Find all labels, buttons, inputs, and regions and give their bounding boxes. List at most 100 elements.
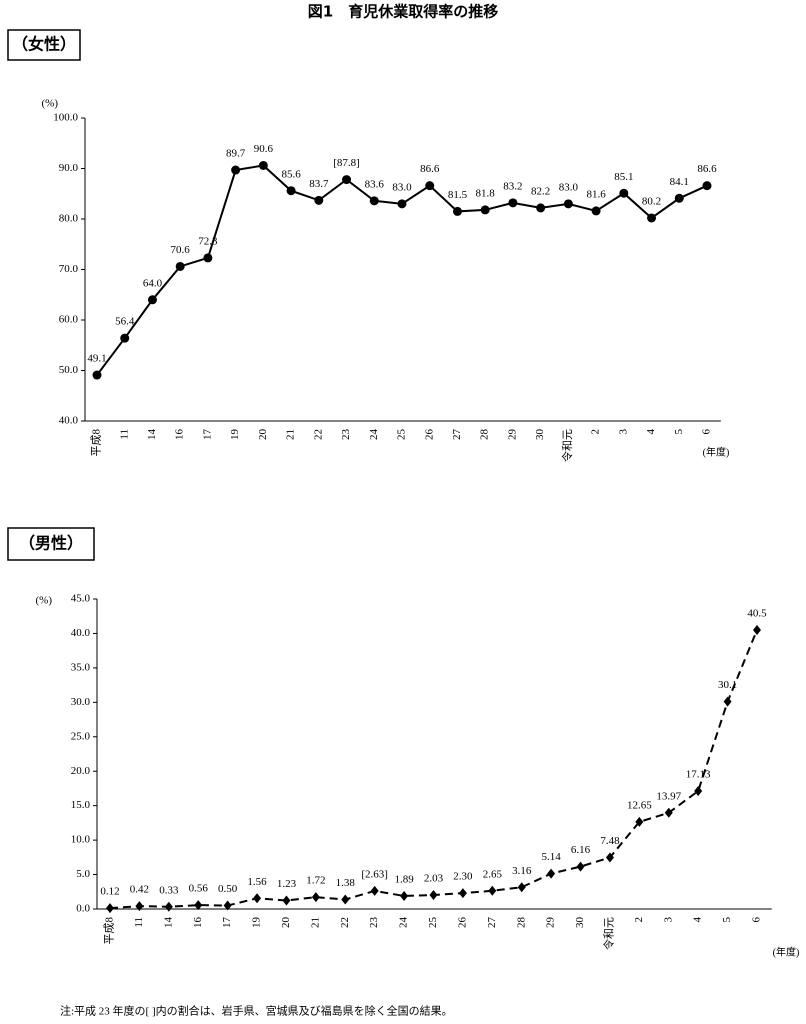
x-tick-label: 25 xyxy=(396,429,408,441)
x-tick-label: 27 xyxy=(486,917,498,929)
marker xyxy=(311,892,320,903)
x-tick-label: 28 xyxy=(479,429,491,441)
x-tick-label: 5 xyxy=(721,917,733,923)
marker xyxy=(369,196,379,206)
x-tick-label: 平成8 xyxy=(90,429,103,457)
value-label: 70.6 xyxy=(171,244,191,256)
marker xyxy=(619,188,629,198)
value-label: 82.2 xyxy=(531,185,550,197)
marker xyxy=(674,193,684,203)
marker xyxy=(694,785,703,796)
marker xyxy=(342,175,352,185)
x-tick-label: 23 xyxy=(368,917,380,929)
marker xyxy=(576,861,585,872)
marker xyxy=(605,852,614,863)
y-tick-label: 80.0 xyxy=(59,213,79,225)
x-tick-label: 27 xyxy=(451,429,463,441)
section-title: （女性） xyxy=(12,35,76,54)
value-label: 84.1 xyxy=(670,176,689,188)
x-tick-label: 11 xyxy=(133,917,145,928)
figure-title: 図1 育児休業取得率の推移 xyxy=(308,3,498,21)
x-tick-label: 21 xyxy=(285,429,297,440)
marker xyxy=(591,206,601,216)
x-axis-label: (年度) xyxy=(703,445,730,458)
y-tick-label: 70.0 xyxy=(59,263,79,275)
marker xyxy=(203,253,213,263)
value-label: 56.4 xyxy=(115,316,135,328)
value-label: 81.6 xyxy=(586,188,606,200)
value-label: 86.6 xyxy=(420,163,440,175)
x-tick-label: 2 xyxy=(633,917,645,923)
value-label: 5.14 xyxy=(542,851,562,863)
value-label: 1.23 xyxy=(277,878,297,890)
y-tick-label: 10.0 xyxy=(71,834,91,846)
marker xyxy=(563,199,573,209)
marker xyxy=(175,261,185,271)
value-label: 13.97 xyxy=(656,790,681,802)
value-label: 6.16 xyxy=(571,844,591,856)
y-tick-label: 45.0 xyxy=(71,593,91,605)
value-label: 2.03 xyxy=(424,873,444,885)
x-tick-label: 29 xyxy=(545,917,557,929)
x-tick-label: 17 xyxy=(221,917,233,929)
value-label: 86.6 xyxy=(697,163,717,175)
marker xyxy=(400,890,409,901)
marker xyxy=(517,882,526,893)
x-tick-label: 16 xyxy=(174,429,186,441)
value-label: 90.6 xyxy=(254,143,274,155)
marker xyxy=(106,903,114,914)
y-tick-label: 25.0 xyxy=(71,730,91,742)
value-label: 72.3 xyxy=(198,235,218,247)
x-tick-label: 26 xyxy=(423,429,435,441)
value-label: 0.50 xyxy=(218,883,238,895)
value-label: 1.56 xyxy=(247,876,267,888)
x-tick-label: 3 xyxy=(662,917,674,923)
value-label: 0.42 xyxy=(130,884,149,896)
x-tick-label: 14 xyxy=(146,429,158,441)
data-line xyxy=(96,164,708,376)
x-tick-label: 平成8 xyxy=(103,917,116,945)
marker xyxy=(120,333,130,343)
x-tick-label: 24 xyxy=(368,429,380,441)
section-box xyxy=(7,527,95,561)
y-tick-label: 35.0 xyxy=(71,661,91,673)
x-tick-label: 23 xyxy=(340,429,352,441)
x-tick-label: 16 xyxy=(192,917,204,929)
marker xyxy=(452,206,462,216)
marker xyxy=(314,195,324,205)
y-tick-label: 30.0 xyxy=(71,696,91,708)
marker xyxy=(231,165,241,175)
marker xyxy=(223,900,232,911)
x-tick-label: 令和元 xyxy=(601,917,615,950)
data-line xyxy=(109,629,758,910)
x-tick-label: 26 xyxy=(456,917,468,929)
value-label: 7.48 xyxy=(600,835,620,847)
marker xyxy=(429,890,438,901)
value-label: 1.89 xyxy=(394,874,414,886)
marker xyxy=(164,901,173,912)
value-label: 0.33 xyxy=(159,884,179,896)
value-label: 12.65 xyxy=(627,799,652,811)
value-label: 1.38 xyxy=(336,877,356,889)
marker xyxy=(370,885,379,896)
x-tick-label: 17 xyxy=(201,429,213,441)
marker xyxy=(258,160,268,170)
y-axis-label: (%) xyxy=(42,98,59,110)
x-tick-label: 20 xyxy=(257,429,269,441)
value-label: 81.8 xyxy=(476,187,496,199)
section-box xyxy=(7,29,81,61)
x-axis-label: (年度) xyxy=(773,945,800,958)
marker xyxy=(92,370,102,380)
marker xyxy=(425,181,435,191)
value-label: 0.56 xyxy=(189,883,209,895)
y-tick-label: 40.0 xyxy=(71,627,91,639)
y-tick-label: 40.0 xyxy=(59,415,79,427)
marker xyxy=(702,181,712,191)
value-label: [2.63] xyxy=(361,868,388,880)
value-label: 0.12 xyxy=(100,886,119,898)
x-tick-label: 19 xyxy=(251,917,263,929)
marker xyxy=(547,868,556,879)
marker xyxy=(397,199,407,209)
marker xyxy=(147,295,157,305)
